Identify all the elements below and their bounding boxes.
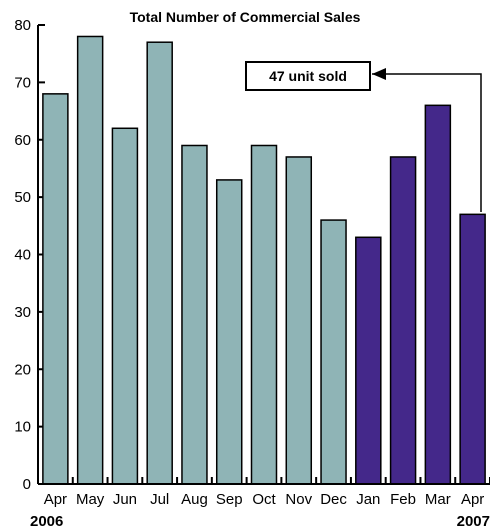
x-tick-label: Mar [425, 491, 451, 508]
y-tick-label: 30 [14, 304, 31, 321]
y-tick-label: 10 [14, 419, 31, 436]
x-tick-label: May [76, 491, 105, 508]
bar-aug-4 [181, 144, 208, 485]
bar-oct-6 [250, 144, 278, 485]
y-tick-label: 0 [23, 476, 31, 493]
bar-dec-8 [320, 219, 347, 485]
x-tick-label: Nov [285, 491, 312, 508]
x-tick-label: Sep [216, 491, 243, 508]
x-tick-label: Apr [44, 491, 67, 508]
annotation-box [245, 61, 371, 91]
bar-sep-5 [215, 179, 243, 485]
bar-apr-12 [459, 213, 486, 485]
bar-nov-7 [285, 156, 313, 485]
bar-jul-3 [146, 41, 173, 485]
y-tick-label: 20 [14, 361, 31, 378]
annotation-leader-line [372, 73, 482, 212]
y-tick-label: 80 [14, 17, 31, 34]
start-year-label: 2006 [30, 513, 63, 529]
y-tick-label: 70 [14, 74, 31, 91]
bar-may-1 [76, 35, 104, 485]
x-tick-label: Feb [390, 491, 416, 508]
x-tick-label: Apr [461, 491, 484, 508]
chart-title: Total Number of Commercial Sales [130, 9, 361, 25]
bar-mar-11 [424, 104, 452, 485]
x-tick-label: Jul [150, 491, 169, 508]
x-tick-label: Jun [113, 491, 137, 508]
annotation-arrowhead [372, 68, 386, 80]
annotation-text: 47 unit sold [269, 68, 347, 84]
y-tick-label: 50 [14, 189, 31, 206]
x-tick-label: Jan [356, 491, 380, 508]
bar-feb-10 [389, 156, 417, 485]
y-tick-label: 60 [14, 132, 31, 149]
annotation: 47 unit sold [245, 61, 482, 212]
bar-jan-9 [355, 236, 382, 485]
end-year-label: 2007 [457, 513, 490, 529]
y-tick-label: 40 [14, 247, 31, 264]
bars [42, 35, 486, 485]
y-axis: 0 10 20 30 40 50 60 70 80 [14, 17, 45, 493]
x-tick-label: Dec [320, 491, 347, 508]
x-axis: Apr May Jun Jul Aug Sep Oct Nov Dec Jan Feb Mar Apr [37, 477, 490, 508]
bar-apr-0 [42, 93, 69, 485]
bar-jun-2 [111, 127, 139, 485]
x-tick-label: Aug [181, 491, 208, 508]
x-tick-label: Oct [252, 491, 276, 508]
